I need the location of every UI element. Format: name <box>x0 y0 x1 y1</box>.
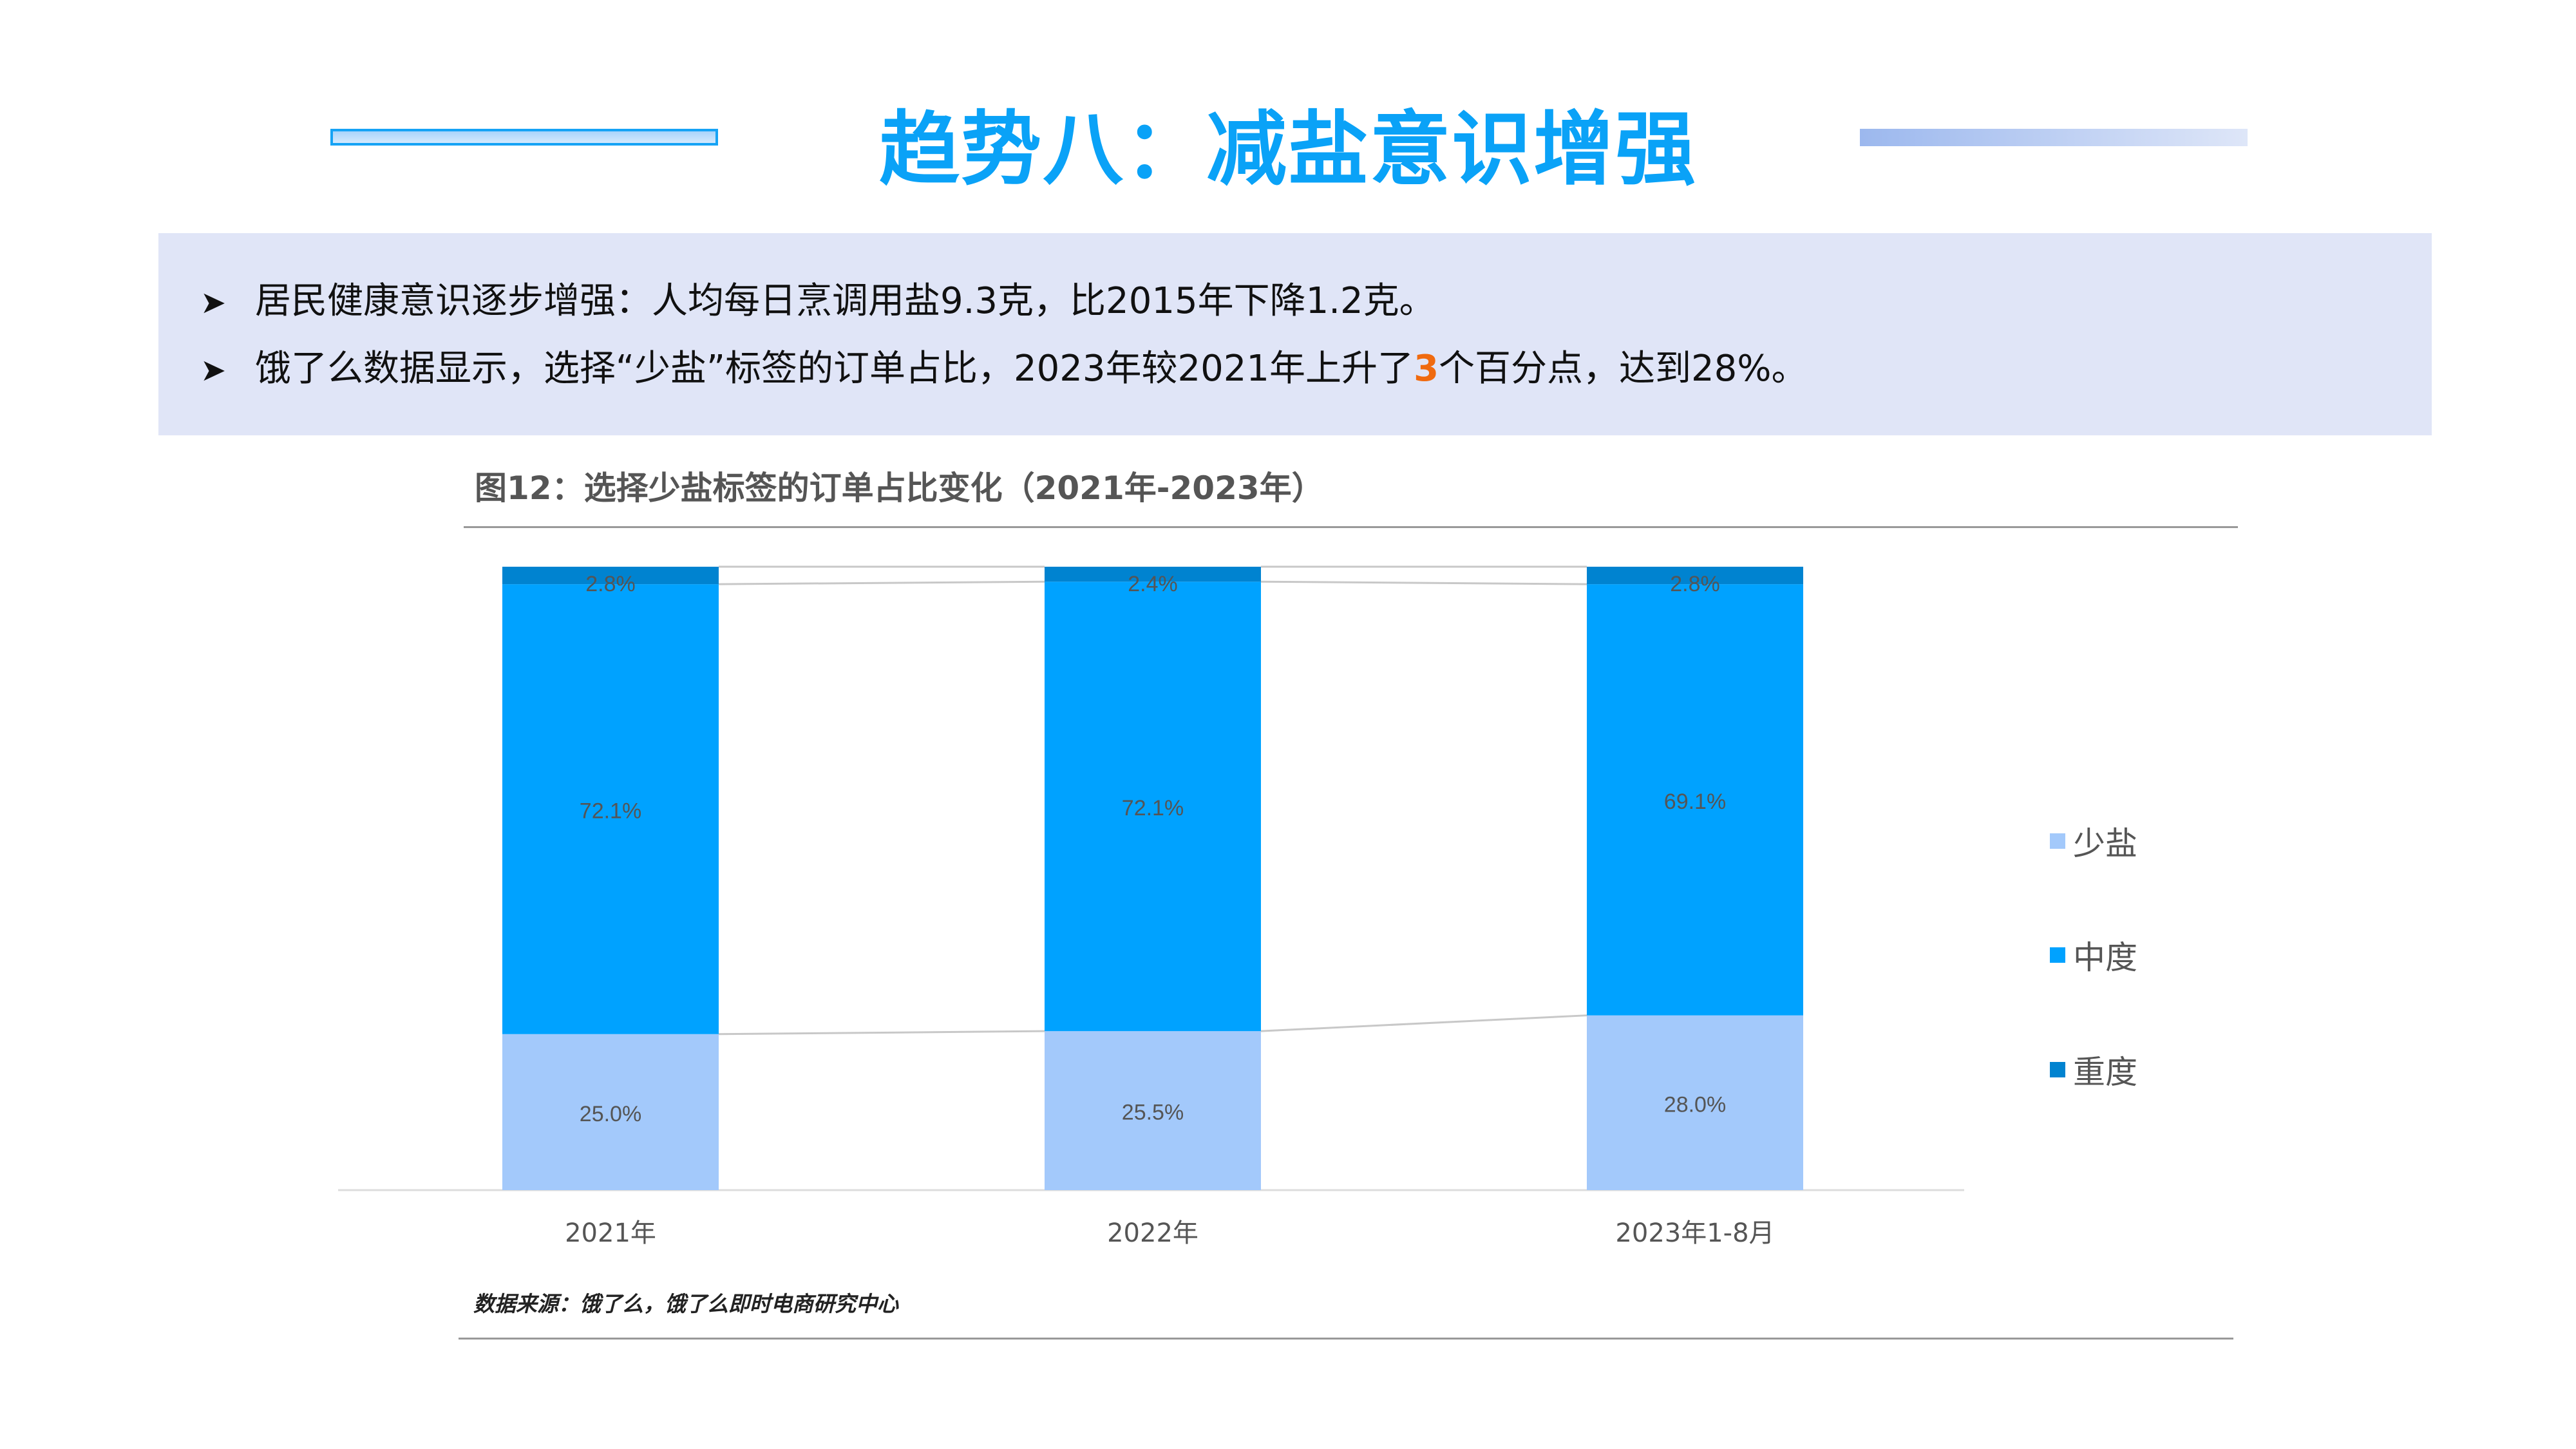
page-title: 趋势八：减盐意识增强 <box>879 103 1697 196</box>
chart-top-divider <box>464 526 2238 528</box>
chart-title: 图12：选择少盐标签的订单占比变化（2021年-2023年） <box>475 469 1324 507</box>
legend-label: 少盐 <box>2073 825 2137 862</box>
bar-segment <box>1587 567 1803 585</box>
legend-item-dark: 重度 <box>2050 1046 2137 1093</box>
arrow-bullet-icon: ➤ <box>200 285 227 321</box>
data-label: 28.0% <box>1664 1092 1726 1117</box>
legend-item-light: 少盐 <box>2050 818 2137 864</box>
data-label: 72.1% <box>580 799 641 823</box>
summary-bullet-2: ➤ 饿了么数据显示，选择“少盐”标签的订单占比，2023年较2021年上升了3个百… <box>200 339 1808 392</box>
data-label: 2.4% <box>1128 572 1178 596</box>
bar-segment <box>1587 1015 1803 1190</box>
x-tick-label: 2023年1-8月 <box>1615 1218 1774 1248</box>
data-label: 25.0% <box>580 1102 641 1126</box>
bar-segment <box>1045 582 1261 1032</box>
series-connector-line <box>1260 580 1587 585</box>
series-connector-line <box>1260 1014 1587 1032</box>
bar-segment <box>502 1034 719 1190</box>
data-label: 2.8% <box>1670 572 1720 596</box>
bullet-text: 饿了么数据显示，选择“少盐”标签的订单占比，2023年较2021年上升了 <box>255 348 1414 390</box>
chart-bottom-divider <box>459 1338 2233 1340</box>
data-label: 69.1% <box>1664 790 1726 814</box>
legend-item-mid: 中度 <box>2050 932 2137 978</box>
bullet-text: 个百分点，达到28%。 <box>1439 348 1808 390</box>
bar-segment <box>1045 1031 1261 1190</box>
title-decoration-left <box>330 129 718 146</box>
bullet-text: 居民健康意识逐步增强：人均每日烹调用盐9.3克，比2015年下降1.2克。 <box>255 280 1435 322</box>
series-connector-line <box>718 580 1045 585</box>
bar-segment <box>1587 584 1803 1016</box>
x-tick-label: 2021年 <box>565 1218 656 1248</box>
highlight-number: 3 <box>1414 348 1439 390</box>
data-label: 72.1% <box>1122 796 1184 820</box>
title-decoration-right <box>1860 129 2248 146</box>
series-connector-line <box>718 1030 1045 1036</box>
summary-box: ➤ 居民健康意识逐步增强：人均每日烹调用盐9.3克，比2015年下降1.2克。 ➤… <box>158 233 2432 435</box>
summary-bullet-1: ➤ 居民健康意识逐步增强：人均每日烹调用盐9.3克，比2015年下降1.2克。 <box>200 272 1435 324</box>
legend-swatch <box>2050 1062 2065 1077</box>
data-label: 2.8% <box>585 572 636 596</box>
legend-swatch <box>2050 947 2065 963</box>
x-tick-label: 2022年 <box>1107 1218 1198 1248</box>
legend-swatch <box>2050 833 2065 849</box>
legend-label: 中度 <box>2073 939 2137 976</box>
bar-segment <box>502 584 719 1034</box>
arrow-bullet-icon: ➤ <box>200 352 227 388</box>
legend-label: 重度 <box>2073 1054 2137 1091</box>
bar-segment <box>1045 567 1261 582</box>
data-label: 25.5% <box>1122 1101 1184 1125</box>
bar-segment <box>502 567 719 585</box>
data-source: 数据来源：饿了么，饿了么即时电商研究中心 <box>473 1291 898 1316</box>
